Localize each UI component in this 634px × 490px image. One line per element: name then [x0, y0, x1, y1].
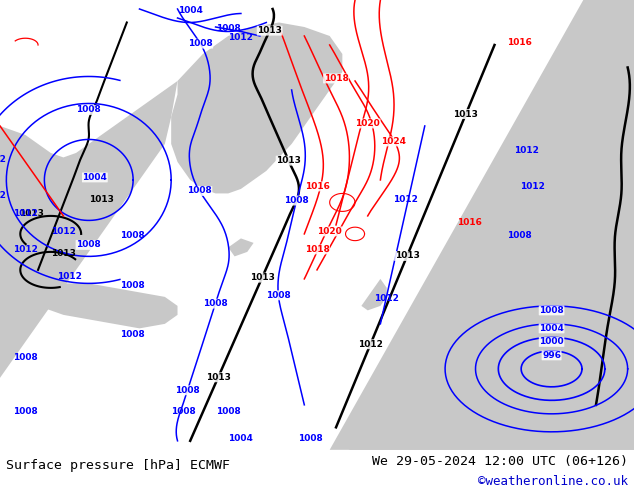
Text: 1013: 1013: [206, 373, 231, 382]
Text: 1008: 1008: [216, 407, 241, 416]
Text: 996: 996: [542, 351, 561, 360]
Text: 1008: 1008: [13, 407, 37, 416]
Text: 1012: 1012: [0, 191, 6, 200]
Text: 1012: 1012: [51, 227, 75, 236]
Text: 1008: 1008: [203, 299, 228, 308]
Text: ©weatheronline.co.uk: ©weatheronline.co.uk: [477, 475, 628, 488]
Text: 1020: 1020: [317, 227, 342, 236]
Text: 1008: 1008: [76, 241, 101, 249]
Text: 1012: 1012: [374, 294, 399, 303]
Text: 1004: 1004: [539, 324, 564, 333]
Text: 1008: 1008: [76, 105, 101, 115]
Text: 1008: 1008: [216, 24, 241, 33]
Text: 1012: 1012: [393, 196, 418, 204]
Text: 1012: 1012: [13, 209, 37, 218]
Text: 1008: 1008: [266, 291, 291, 300]
Text: Surface pressure [hPa] ECMWF: Surface pressure [hPa] ECMWF: [6, 460, 230, 472]
Text: 1008: 1008: [188, 39, 213, 48]
Text: 1004: 1004: [228, 434, 254, 443]
Polygon shape: [228, 239, 254, 256]
Text: 1008: 1008: [507, 231, 533, 241]
Text: 1016: 1016: [456, 218, 482, 227]
Polygon shape: [0, 0, 178, 378]
Text: 1008: 1008: [13, 353, 37, 362]
Text: 1016: 1016: [304, 182, 330, 191]
Text: 1000: 1000: [540, 337, 564, 346]
Text: 1008: 1008: [120, 330, 145, 340]
Polygon shape: [228, 81, 266, 103]
Text: 1008: 1008: [171, 407, 197, 416]
Polygon shape: [38, 283, 178, 328]
Text: 1008: 1008: [120, 231, 145, 241]
Text: 1012: 1012: [0, 155, 6, 164]
Text: 1012: 1012: [520, 182, 545, 191]
Text: 1018: 1018: [304, 245, 330, 254]
Text: 1008: 1008: [539, 306, 564, 315]
Text: 1008: 1008: [284, 196, 309, 205]
Text: 1013: 1013: [250, 273, 275, 282]
Text: 1013: 1013: [276, 156, 301, 165]
Text: 1013: 1013: [19, 209, 44, 218]
Text: 1008: 1008: [175, 386, 200, 395]
Text: 1013: 1013: [257, 26, 282, 35]
Polygon shape: [349, 90, 634, 450]
Text: 1013: 1013: [89, 196, 113, 204]
Text: 1024: 1024: [380, 137, 406, 146]
Text: 1020: 1020: [355, 119, 380, 128]
Polygon shape: [330, 0, 634, 450]
Polygon shape: [171, 23, 342, 194]
Text: 1012: 1012: [514, 146, 539, 155]
Text: 1008: 1008: [187, 187, 212, 196]
Text: 1013: 1013: [394, 251, 420, 261]
Text: 1012: 1012: [13, 245, 37, 254]
Text: We 29-05-2024 12:00 UTC (06+126): We 29-05-2024 12:00 UTC (06+126): [372, 455, 628, 467]
Text: 1013: 1013: [51, 249, 75, 258]
Text: 1004: 1004: [178, 6, 203, 16]
Text: 1013: 1013: [453, 110, 478, 119]
Text: 1018: 1018: [323, 74, 349, 83]
Text: 1016: 1016: [507, 38, 533, 47]
Text: 1012: 1012: [57, 272, 82, 281]
Text: 1008: 1008: [298, 434, 323, 443]
Text: 1004: 1004: [82, 173, 107, 182]
Text: 1012: 1012: [358, 340, 383, 349]
Text: 1008: 1008: [120, 281, 145, 290]
Polygon shape: [361, 279, 387, 310]
Text: 1012: 1012: [228, 33, 254, 43]
